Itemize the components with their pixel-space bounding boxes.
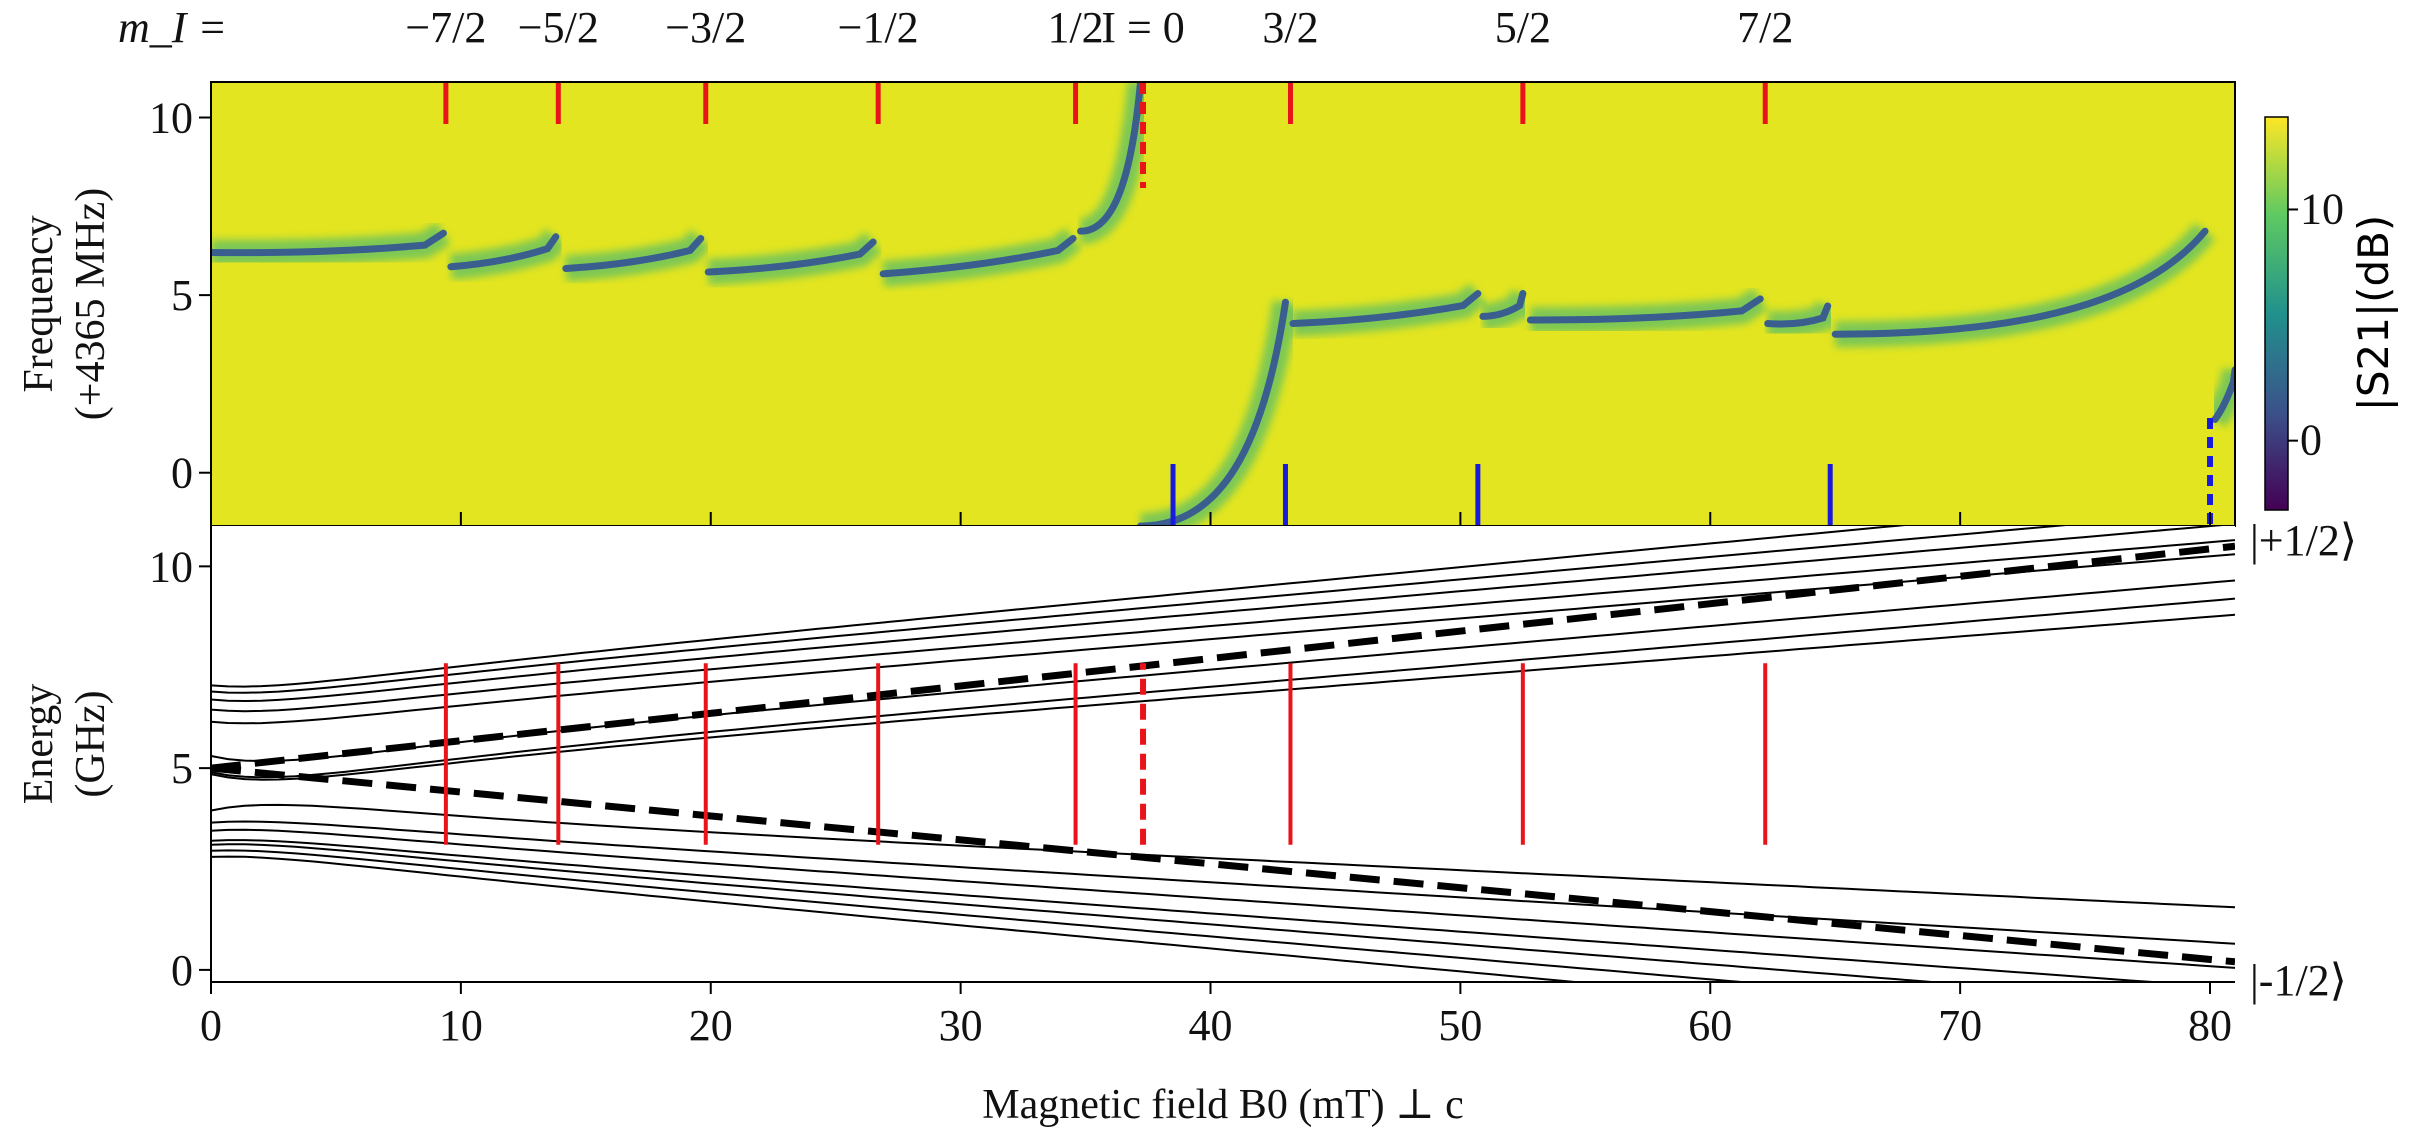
resonance-trace <box>211 229 447 257</box>
colorbar-gradient <box>2264 116 2289 511</box>
resonance-trace <box>1479 290 1527 320</box>
resonance-trace <box>704 238 877 276</box>
top-x-minor-ticks <box>459 512 2212 526</box>
transition-lines <box>443 663 1768 845</box>
bottom-x-tick-label: 50 <box>1438 1001 1482 1050</box>
bottom-panel-energy: 0 5 10 0 10 20 30 40 50 60 70 80 Magnetic field B0… <box>16 516 2357 1128</box>
energy-level-lower <box>211 849 1753 982</box>
resonance-trace <box>1137 298 1289 526</box>
resonance-trace <box>1764 302 1832 328</box>
transition-markers-top <box>443 82 2214 526</box>
colorbar: 0 10 |S21|(dB) <box>2264 116 2398 511</box>
energy-level-upper <box>211 526 2223 703</box>
colorbar-label: |S21|(dB) <box>2349 215 2398 412</box>
bottom-x-tick-label: 70 <box>1938 1001 1982 1050</box>
energy-level-upper <box>211 526 2067 694</box>
top-panel-heatmap: 0 5 10 m_I = −7/2 −5/2 −3/2 −1/2 1/2I = 0 3/2 5/2… <box>16 3 2236 527</box>
energy-level-lower <box>211 820 2235 945</box>
colorbar-ticks: 0 10 <box>2288 184 2344 465</box>
energy-level-upper <box>211 539 2235 713</box>
mi-label: 5/2 <box>1495 3 1551 52</box>
bottom-y-axis-label-line: (GHz) <box>68 690 114 797</box>
resonance-trace <box>2211 366 2235 423</box>
energy-level-upper <box>211 579 2235 763</box>
resonance-trace <box>1077 82 1145 235</box>
energy-level-upper <box>211 597 2235 779</box>
mi-label: −3/2 <box>665 3 746 52</box>
top-y-tick-label: 0 <box>171 449 193 498</box>
colorbar-tick-label: 10 <box>2300 184 2344 233</box>
bottom-x-tick-label: 20 <box>689 1001 733 1050</box>
energy-level-upper <box>211 526 1906 688</box>
mi-label: −1/2 <box>838 3 919 52</box>
mi-label: 1/2 <box>1047 3 1103 52</box>
asymptote-upper <box>211 542 2235 772</box>
resonance-trace <box>1831 227 2209 338</box>
mi-label: −7/2 <box>405 3 486 52</box>
top-y-tick-label: 5 <box>171 271 193 320</box>
top-y-ticks: 0 5 10 <box>149 94 211 498</box>
bottom-x-tick-label: 80 <box>2188 1001 2232 1050</box>
mi-prefix: m_I = <box>118 3 227 52</box>
energy-level-lower <box>211 839 2167 982</box>
energy-level-lower <box>211 828 2235 969</box>
mi-labels: m_I = −7/2 −5/2 −3/2 −1/2 1/2I = 0 3/2 5/2 7/2 <box>118 3 1793 52</box>
mi-label: 3/2 <box>1262 3 1318 52</box>
energy-level-lower <box>211 855 1587 982</box>
asymptote-lower <box>211 764 2235 966</box>
state-label-upper: |+1/2⟩ <box>2250 516 2357 565</box>
bottom-x-tick-label: 60 <box>1688 1001 1732 1050</box>
x-axis-label: Magnetic field B0 (mT) ⊥ c <box>982 1082 1464 1128</box>
top-y-axis-label-line: (+4365 MHz) <box>68 188 114 420</box>
energy-level-upper <box>211 613 2235 781</box>
bottom-x-ticks: 0 10 20 30 40 50 60 70 80 <box>200 982 2232 1050</box>
colorbar-tick-label: 0 <box>2300 416 2322 465</box>
electron-spin-asymptotes <box>211 542 2235 966</box>
top-y-tick-label: 10 <box>149 94 193 143</box>
bottom-x-tick-label: 10 <box>439 1001 483 1050</box>
energy-level-lower <box>211 843 1945 982</box>
mi-label: I = 0 <box>1101 3 1184 52</box>
bottom-x-tick-label: 40 <box>1189 1001 1233 1050</box>
energy-level-lower <box>211 803 2235 909</box>
bottom-x-tick-label: 0 <box>200 1001 222 1050</box>
bottom-y-tick-label: 0 <box>171 946 193 995</box>
resonance-trace <box>447 233 560 271</box>
heatmap-background <box>211 82 2235 526</box>
mi-label: 7/2 <box>1737 3 1793 52</box>
bottom-y-axis-label-line: Energy <box>16 684 62 805</box>
bottom-x-tick-label: 30 <box>939 1001 983 1050</box>
bottom-y-tick-label: 10 <box>149 542 193 591</box>
resonance-trace <box>1289 290 1482 328</box>
resonance-trace <box>562 234 705 272</box>
top-y-axis-label-line: Frequency <box>16 215 62 392</box>
bottom-y-tick-label: 5 <box>171 744 193 793</box>
resonance-traces <box>211 82 2235 526</box>
resonance-trace <box>1526 295 1764 324</box>
resonance-trace <box>879 234 1077 278</box>
bottom-y-ticks: 0 5 10 <box>149 542 211 995</box>
state-label-lower: |-1/2⟩ <box>2250 956 2347 1005</box>
mi-label: −5/2 <box>518 3 599 52</box>
